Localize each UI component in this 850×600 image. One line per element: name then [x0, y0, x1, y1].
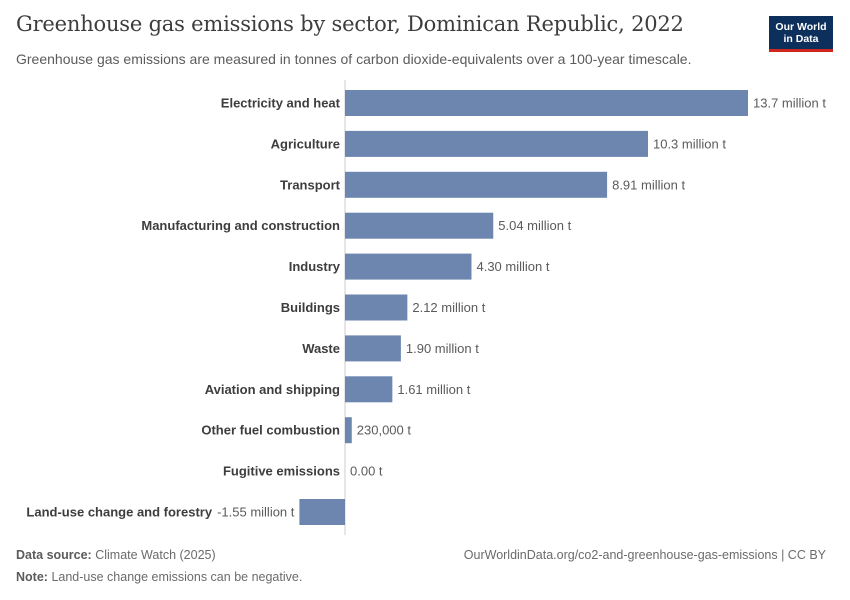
category-label: Fugitive emissions [223, 464, 340, 479]
data-source: Data source: Climate Watch (2025) [16, 548, 216, 562]
bar-manufacturing-and-construction[interactable] [345, 212, 494, 239]
bar-chart: 13.7 million t Electricity and heat 10.3 m… [26, 80, 826, 535]
data-source-label: Data source: [16, 548, 92, 562]
bar-agriculture[interactable] [345, 130, 648, 157]
value-label: 0.00 t [350, 464, 383, 479]
value-label: 13.7 million t [753, 96, 826, 111]
category-label: Transport [280, 177, 341, 192]
category-label: Aviation and shipping [205, 382, 340, 397]
value-label: 230,000 t [357, 423, 412, 438]
bar-buildings[interactable] [345, 294, 408, 321]
category-label: Electricity and heat [221, 96, 341, 111]
bar-aviation-and-shipping[interactable] [345, 376, 393, 403]
chart-title: Greenhouse gas emissions by sector, Domi… [16, 12, 684, 36]
value-label: 2.12 million t [412, 300, 485, 315]
bar-other-fuel-combustion[interactable] [345, 417, 352, 444]
logo-line-2: in Data [783, 32, 819, 45]
logo-line-1: Our World [775, 20, 827, 33]
value-label: 4.30 million t [476, 259, 549, 274]
value-label: -1.55 million t [217, 505, 295, 520]
category-label: Industry [289, 259, 341, 274]
category-label: Manufacturing and construction [141, 218, 340, 233]
note-label: Note: [16, 570, 48, 584]
value-label: 1.90 million t [406, 341, 479, 356]
bar-electricity-and-heat[interactable] [345, 90, 748, 116]
source-url-link[interactable]: OurWorldinData.org/co2-and-greenhouse-ga… [463, 548, 826, 562]
category-label: Waste [302, 341, 340, 356]
data-source-link[interactable]: Climate Watch (2025) [95, 548, 216, 562]
bar-transport[interactable] [345, 171, 608, 198]
category-label: Agriculture [271, 136, 340, 151]
bar-land-use-change-and-forestry[interactable] [299, 499, 345, 525]
chart-note: Note: Land-use change emissions can be n… [16, 570, 302, 584]
category-label: Buildings [281, 300, 340, 315]
chart-subtitle: Greenhouse gas emissions are measured in… [16, 51, 692, 67]
bar-waste[interactable] [345, 335, 401, 362]
note-text: Land-use change emissions can be negativ… [51, 570, 303, 584]
value-label: 8.91 million t [612, 177, 685, 192]
owid-logo[interactable]: Our World in Data [769, 16, 833, 52]
bar-industry[interactable] [345, 253, 472, 280]
value-label: 1.61 million t [397, 382, 470, 397]
value-label: 5.04 million t [498, 218, 571, 233]
category-label: Other fuel combustion [201, 423, 340, 438]
category-label: Land-use change and forestry [26, 505, 212, 520]
value-label: 10.3 million t [653, 136, 726, 151]
